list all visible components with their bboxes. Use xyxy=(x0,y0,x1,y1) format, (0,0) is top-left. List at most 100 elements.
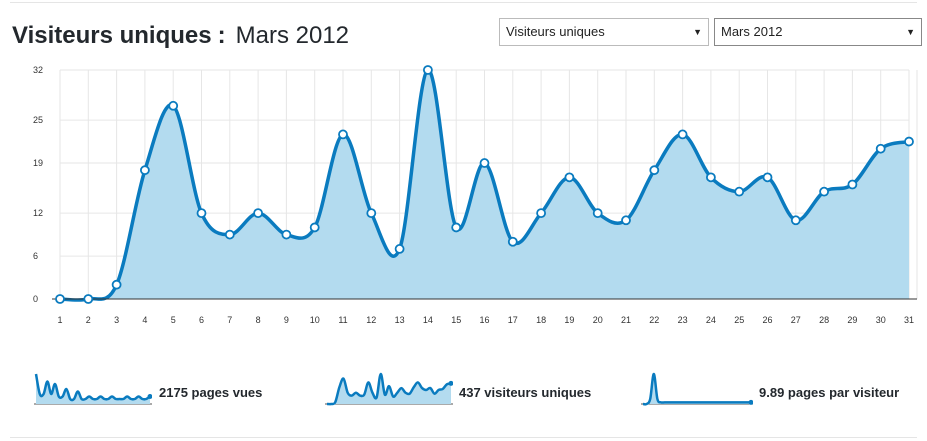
stat-pages-per-visitor: 9.89 pages par visiteur xyxy=(641,372,911,408)
data-point[interactable] xyxy=(706,172,716,183)
chevron-down-icon: ▼ xyxy=(906,27,915,37)
x-tick-label: 21 xyxy=(621,315,631,325)
data-point[interactable] xyxy=(904,136,914,147)
x-tick-label: 30 xyxy=(876,315,886,325)
sparkline-page-views xyxy=(34,373,152,405)
data-point[interactable] xyxy=(168,100,179,111)
x-tick-label: 2 xyxy=(86,315,91,325)
data-point[interactable] xyxy=(451,222,462,233)
data-point[interactable] xyxy=(592,208,603,219)
data-point[interactable] xyxy=(621,215,631,226)
sparkline-line xyxy=(326,372,452,406)
sparkline-area xyxy=(36,374,150,404)
y-tick-label: 6 xyxy=(33,251,38,261)
title-period: Mars 2012 xyxy=(235,22,350,49)
x-tick-label: 15 xyxy=(451,315,461,325)
sparkline-area xyxy=(327,373,451,405)
x-tick-label: 22 xyxy=(649,315,659,325)
data-point[interactable] xyxy=(762,172,773,183)
x-tick-label: 10 xyxy=(310,315,320,325)
x-tick-label: 3 xyxy=(114,315,119,325)
y-tick-label: 25 xyxy=(33,115,43,125)
stat-unique-visitors: 437 visiteurs uniques xyxy=(325,372,615,408)
x-tick-label: 7 xyxy=(227,315,232,325)
x-tick-label: 1 xyxy=(57,315,62,325)
x-tick-label: 6 xyxy=(199,315,204,325)
data-point[interactable] xyxy=(649,165,660,176)
sparkline-end-point xyxy=(748,399,753,405)
x-tick-label: 28 xyxy=(819,315,829,325)
x-tick-label: 13 xyxy=(395,315,405,325)
data-point[interactable] xyxy=(55,294,65,304)
data-point[interactable] xyxy=(394,244,405,254)
data-point[interactable] xyxy=(309,222,320,233)
data-point[interactable] xyxy=(338,129,348,140)
sparkline-pages-per-visitor xyxy=(641,372,753,406)
stat-label: 9.89 pages par visiteur xyxy=(759,385,900,400)
data-point[interactable] xyxy=(196,208,207,219)
data-point[interactable] xyxy=(507,236,518,247)
x-tick-label: 26 xyxy=(762,315,772,325)
data-point[interactable] xyxy=(281,229,292,240)
data-point[interactable] xyxy=(139,165,150,176)
sparkline-line xyxy=(642,372,751,406)
x-tick-label: 24 xyxy=(706,315,716,325)
data-point[interactable] xyxy=(677,129,688,140)
x-tick-label: 29 xyxy=(847,315,857,325)
sparkline-line xyxy=(34,373,151,402)
y-tick-label: 19 xyxy=(33,158,43,168)
x-tick-label: 31 xyxy=(904,315,914,325)
x-tick-label: 11 xyxy=(338,315,347,325)
stat-label: 2175 pages vues xyxy=(159,385,263,400)
top-divider xyxy=(10,2,917,3)
sparkline-end-point xyxy=(147,394,152,399)
y-tick-label: 0 xyxy=(33,294,38,304)
chevron-down-icon: ▼ xyxy=(693,27,702,37)
x-tick-label: 12 xyxy=(366,315,376,325)
data-point[interactable] xyxy=(536,208,546,219)
period-select[interactable]: Mars 2012 ▼ xyxy=(714,18,922,46)
x-tick-label: 20 xyxy=(593,315,603,325)
data-point[interactable] xyxy=(875,143,886,154)
data-point[interactable] xyxy=(479,158,490,168)
bottom-divider xyxy=(10,437,917,438)
title-metric: Visiteurs uniques xyxy=(12,22,212,49)
data-point[interactable] xyxy=(366,208,377,219)
x-tick-label: 5 xyxy=(171,315,176,325)
stat-page-views: 2175 pages vues xyxy=(34,372,274,408)
data-point[interactable] xyxy=(111,279,122,290)
sparkline-unique-visitors xyxy=(325,372,453,406)
data-point[interactable] xyxy=(564,172,575,183)
data-point[interactable] xyxy=(847,179,858,190)
data-point[interactable] xyxy=(790,215,801,226)
period-select-value: Mars 2012 xyxy=(721,24,783,39)
data-point[interactable] xyxy=(734,186,745,197)
data-point[interactable] xyxy=(819,186,829,197)
series-area-fill xyxy=(60,69,909,301)
x-tick-label: 23 xyxy=(678,315,688,325)
x-tick-label: 8 xyxy=(256,315,261,325)
data-point[interactable] xyxy=(253,208,264,219)
sparkline-area xyxy=(643,374,751,405)
data-point[interactable] xyxy=(83,294,94,304)
x-tick-label: 9 xyxy=(284,315,289,325)
chart-points xyxy=(55,65,914,304)
x-tick-label: 16 xyxy=(479,315,489,325)
metric-select[interactable]: Visiteurs uniques ▼ xyxy=(499,18,709,46)
title-separator: : xyxy=(217,22,226,49)
metric-select-value: Visiteurs uniques xyxy=(506,24,605,39)
x-tick-label: 19 xyxy=(564,315,574,325)
x-tick-label: 25 xyxy=(734,315,744,325)
x-tick-label: 14 xyxy=(423,315,433,325)
x-tick-label: 4 xyxy=(142,315,147,325)
y-tick-label: 32 xyxy=(33,65,43,75)
y-tick-label: 12 xyxy=(33,208,43,218)
data-point[interactable] xyxy=(422,65,433,75)
stat-label: 437 visiteurs uniques xyxy=(459,385,592,400)
x-tick-label: 17 xyxy=(508,315,518,325)
x-tick-label: 27 xyxy=(791,315,801,325)
x-tick-label: 18 xyxy=(536,315,546,325)
data-point[interactable] xyxy=(224,229,235,240)
